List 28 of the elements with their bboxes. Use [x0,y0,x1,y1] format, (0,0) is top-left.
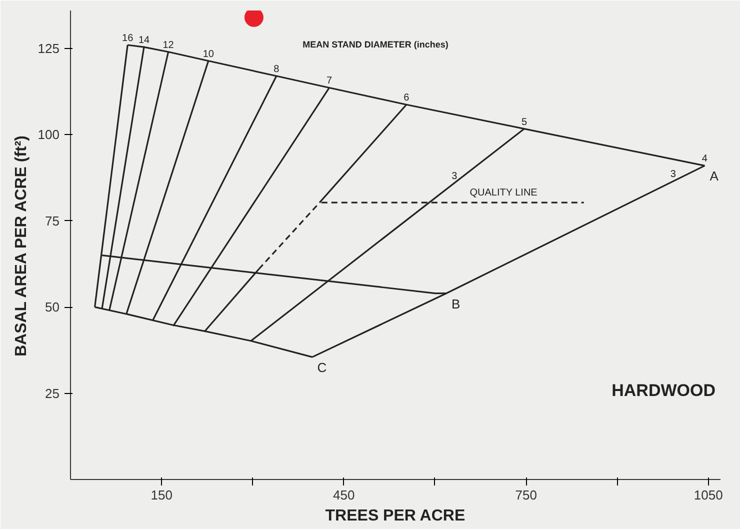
annotation: 4 [702,154,708,165]
x-axis-title: TREES PER ACRE [325,508,466,524]
y-tick-label: 25 [45,386,60,401]
annotation: 8 [274,64,280,76]
annotation: 3 [670,169,676,180]
y-tick-label: 125 [38,40,60,56]
y-tick-label: 50 [45,300,60,315]
annotation: QUALITY LINE [470,188,538,199]
annotation: MEAN STAND DIAMETER (inches) [302,40,448,50]
series-label: C [317,360,327,376]
annotation: 16 [122,32,134,44]
x-tick-label: 150 [150,488,172,502]
annotation: 14 [138,35,150,46]
y-tick-label: 100 [38,127,60,142]
annotation: 5 [522,116,528,128]
series-label: B [452,296,460,312]
y-axis-title: BASAL AREA PER ACRE (ft²) [12,136,30,357]
series-label: A [710,168,719,184]
annotation: 12 [162,40,174,51]
annotation: 7 [326,76,333,87]
x-tick-label: 750 [515,488,537,502]
annotation: 3 [452,170,458,182]
annotation: HARDWOOD [612,381,716,400]
y-tick-label: 75 [45,213,60,228]
x-tick-label: 450 [333,488,355,502]
annotation: 10 [202,48,214,60]
annotation: 6 [404,92,410,104]
x-tick-label: 1050 [694,488,723,502]
